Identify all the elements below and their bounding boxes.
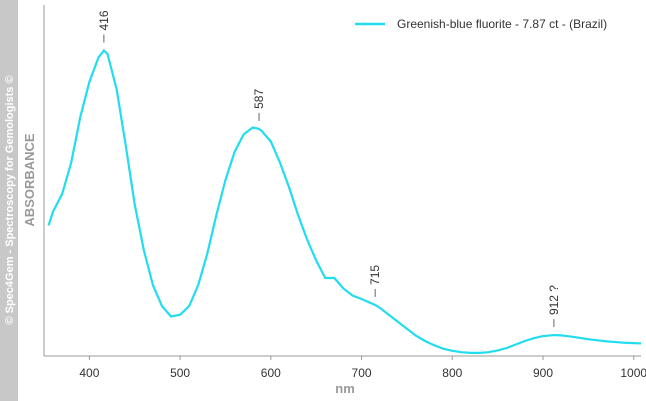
x-tick-label: 900: [533, 366, 553, 380]
x-axis-label: nm: [335, 381, 355, 396]
x-tick-label: 700: [352, 366, 372, 380]
x-tick-label: 600: [261, 366, 281, 380]
annotation-label: 416: [97, 10, 111, 30]
x-tick-label: 800: [442, 366, 462, 380]
x-tick-label: 400: [79, 366, 99, 380]
watermark-band: [0, 0, 18, 401]
series-line: [47, 48, 642, 354]
legend-label: Greenish-blue fluorite - 7.87 ct - (Braz…: [397, 17, 607, 31]
watermark: © Spec4Gem - Spectroscopy for Gemologist…: [4, 75, 16, 324]
annotation-label: 587: [252, 89, 266, 109]
x-tick-label: 500: [170, 366, 190, 380]
x-tick-label: 1000: [620, 366, 646, 380]
annotation-label: 912 ?: [547, 285, 561, 315]
y-axis-label: ABSORBANCE: [22, 133, 37, 227]
annotation-label: 715: [368, 265, 382, 285]
